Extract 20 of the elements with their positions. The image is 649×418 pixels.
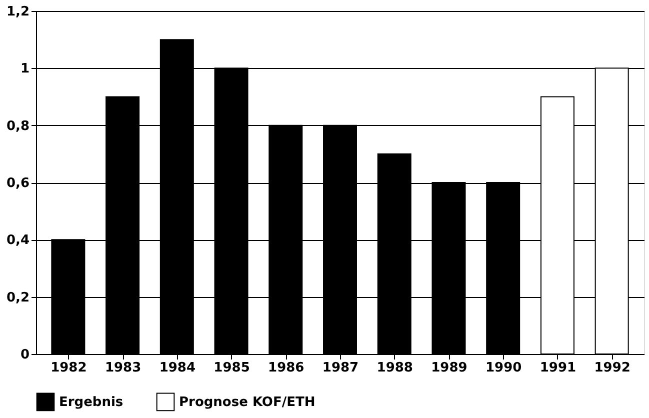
x-tick-label: 1985 [214, 360, 250, 376]
x-tick-label: 1986 [268, 360, 304, 376]
y-tick-label: 0,6 [6, 176, 30, 191]
x-tick-label: 1992 [594, 360, 630, 376]
x-tick-label: 1987 [322, 360, 359, 376]
y-tick-label: 0,8 [6, 118, 30, 134]
x-tick-label: 1983 [104, 360, 142, 376]
legend-label: Ergebnis [59, 394, 124, 410]
legend-label: Prognose KOF/ETH [179, 394, 316, 410]
x-tick-label: 1982 [50, 360, 87, 376]
x-tick-label: 1989 [431, 360, 468, 376]
y-tick-label: 0,2 [6, 290, 30, 306]
x-tick-label: 1990 [485, 360, 522, 376]
x-tick-label: 1988 [376, 360, 413, 376]
x-tick-label: 1984 [159, 360, 196, 376]
y-tick-label: 0,4 [6, 233, 30, 248]
y-tick-label: 0 [20, 348, 30, 362]
y-tick-label: 1 [20, 62, 30, 77]
y-tick-label: 1,2 [6, 4, 30, 20]
x-tick-label: 1991 [540, 360, 576, 376]
